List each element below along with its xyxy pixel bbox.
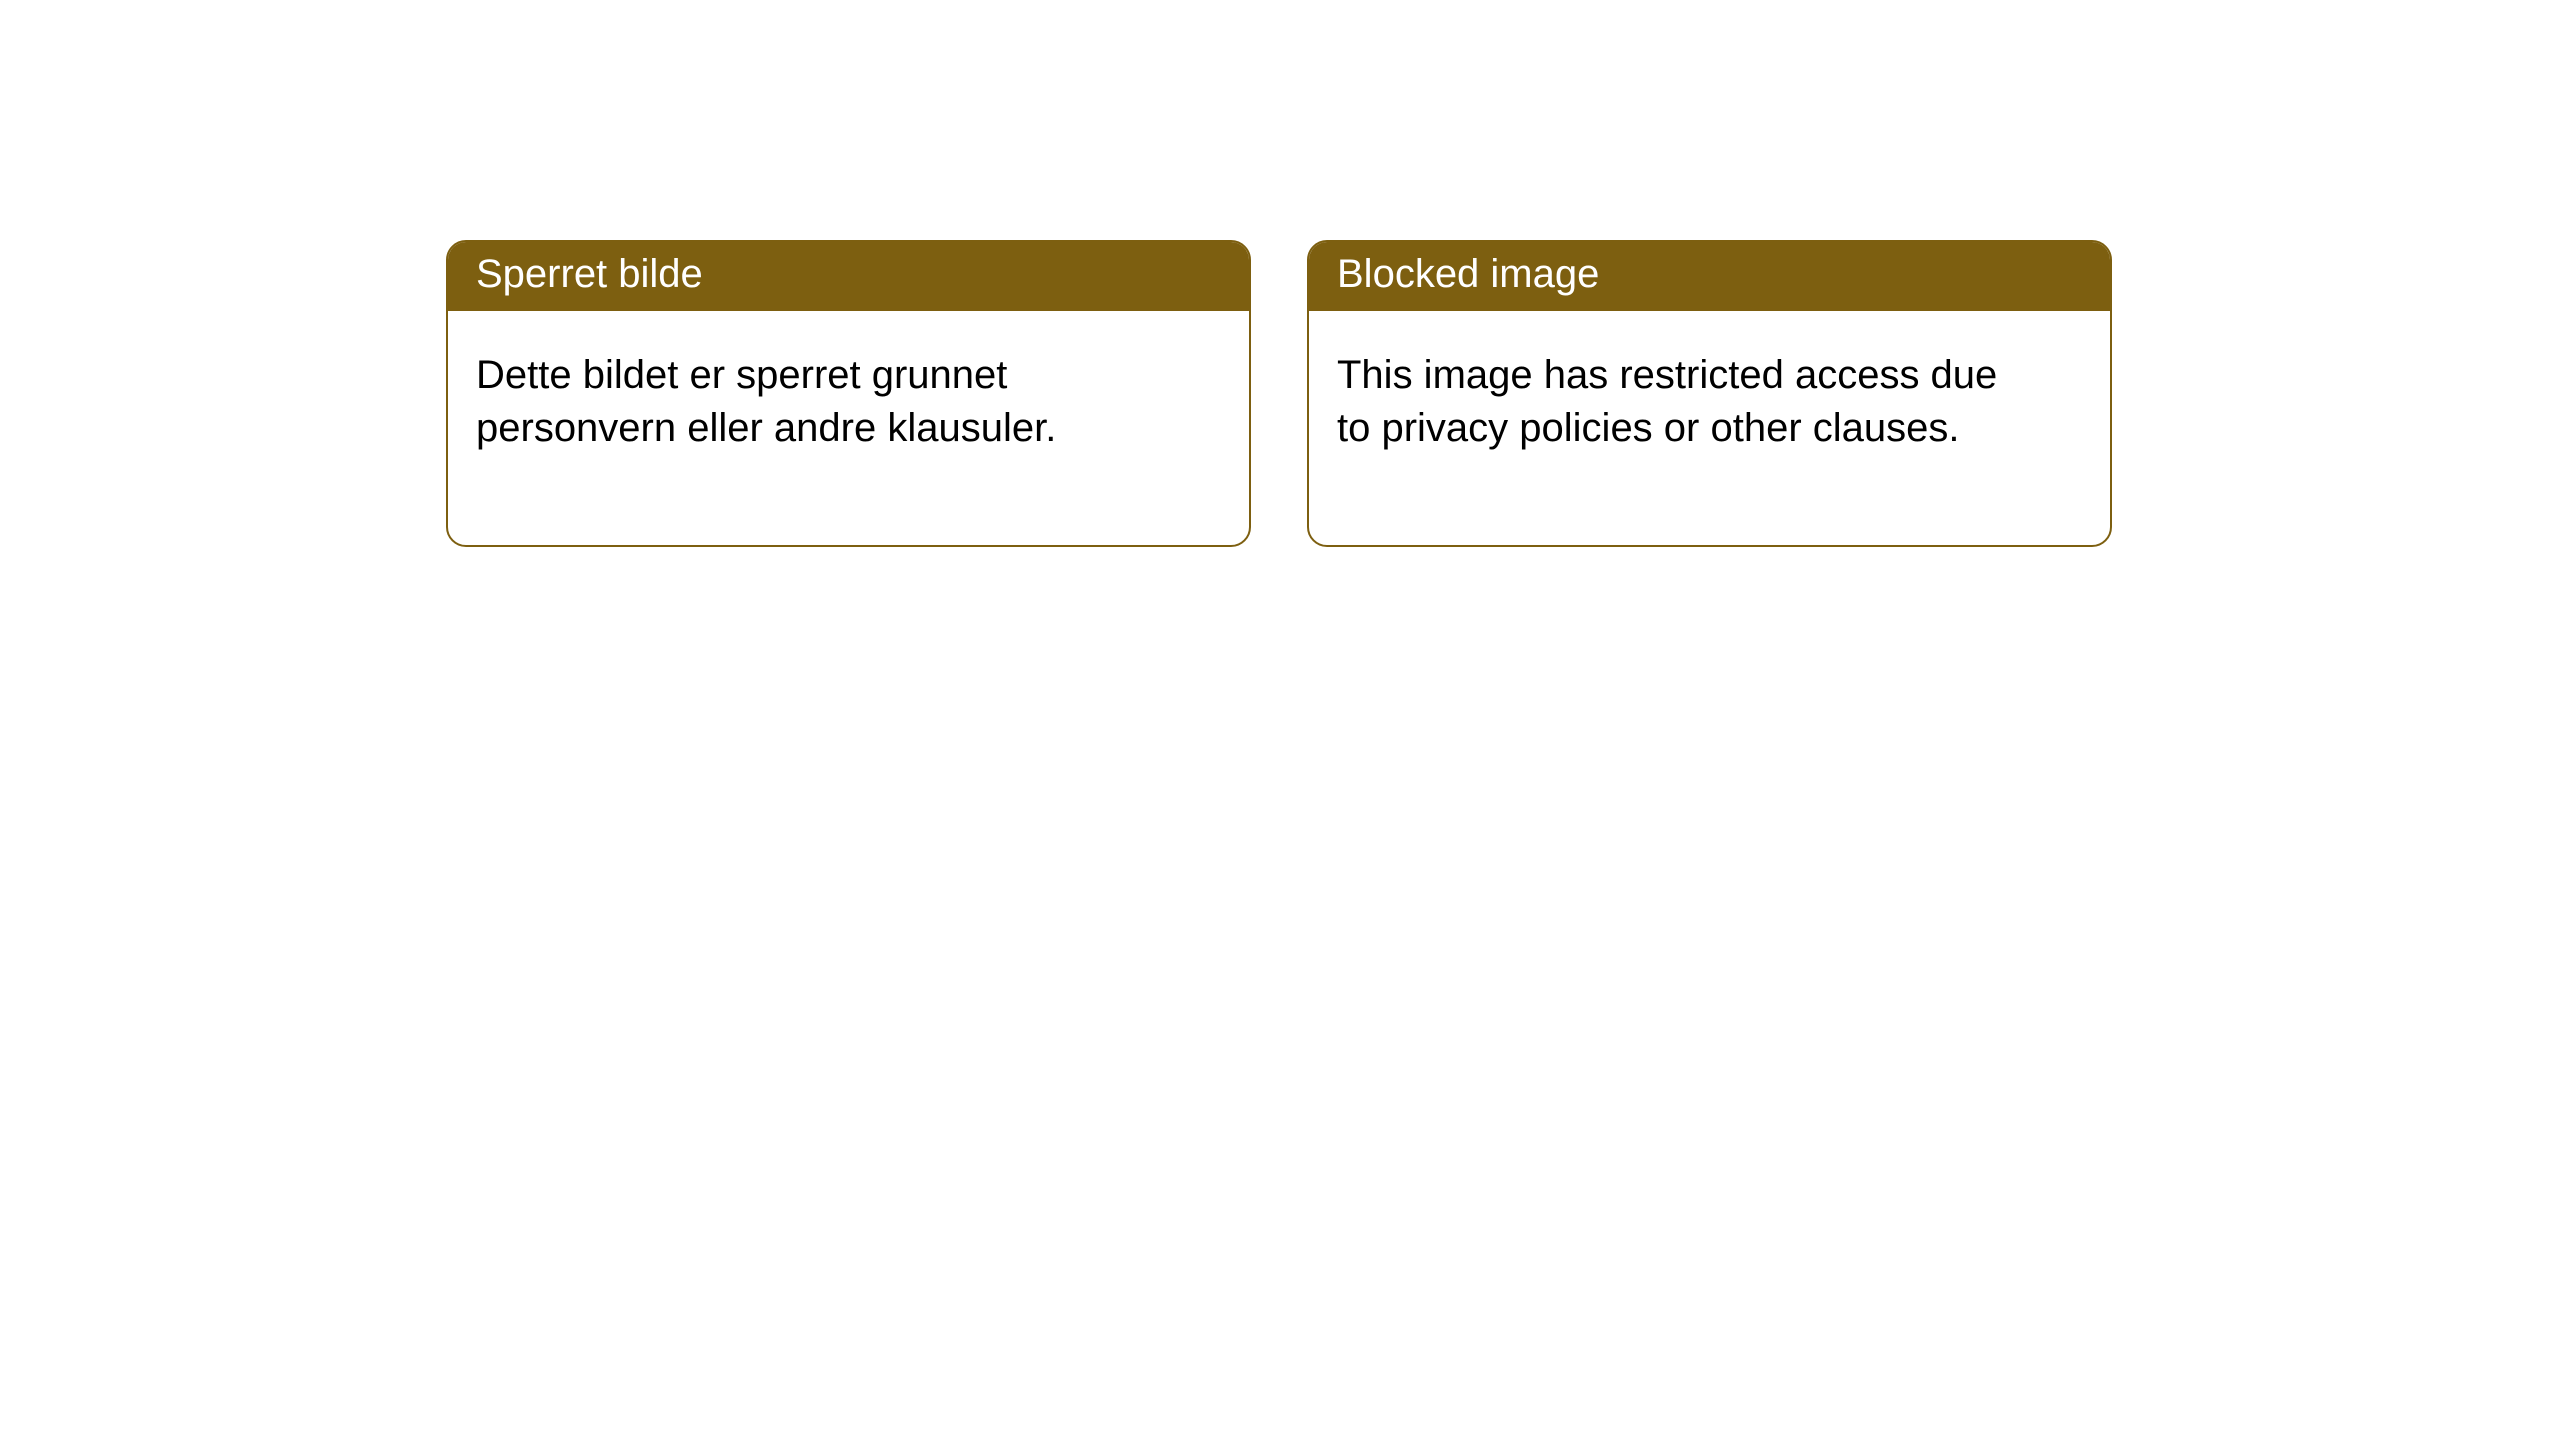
notice-cards-row: Sperret bilde Dette bildet er sperret gr… [0, 0, 2560, 547]
card-header-english: Blocked image [1309, 242, 2110, 311]
notice-card-english: Blocked image This image has restricted … [1307, 240, 2112, 547]
card-body-english: This image has restricted access due to … [1309, 311, 2029, 545]
card-body-norwegian: Dette bildet er sperret grunnet personve… [448, 311, 1168, 545]
notice-card-norwegian: Sperret bilde Dette bildet er sperret gr… [446, 240, 1251, 547]
card-header-norwegian: Sperret bilde [448, 242, 1249, 311]
